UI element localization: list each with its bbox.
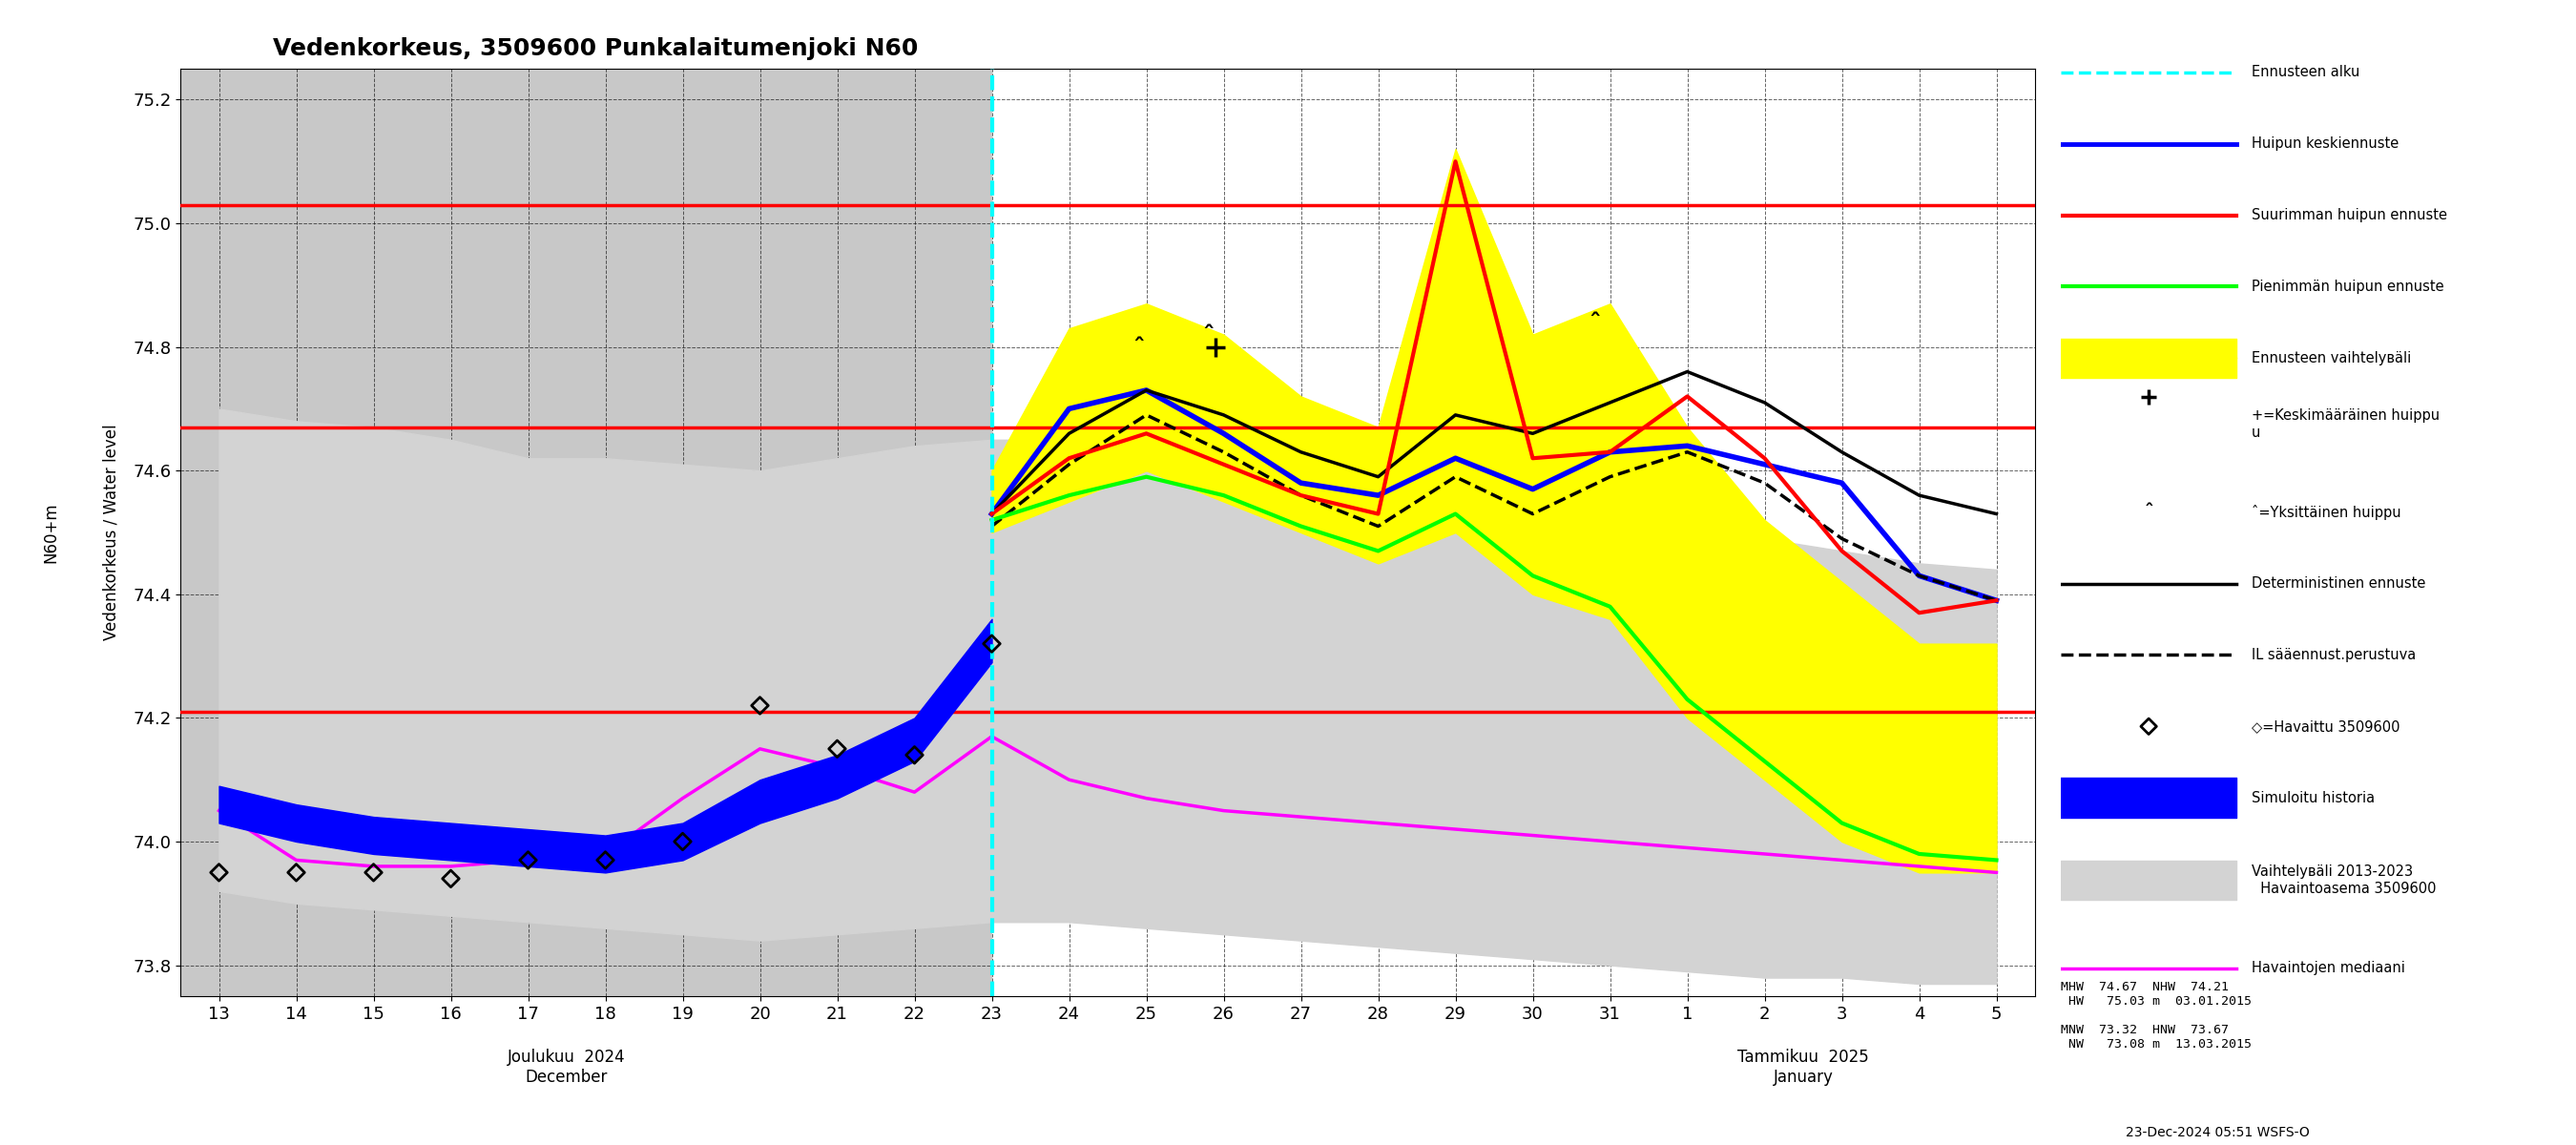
Point: [817, 740, 858, 758]
Text: Tammikuu  2025
January: Tammikuu 2025 January: [1736, 1049, 1870, 1085]
Y-axis label: N60+m


Vedenkorkeus / Water level: N60+m Vedenkorkeus / Water level: [44, 425, 118, 640]
Text: Havaintojen mediaani: Havaintojen mediaani: [2251, 961, 2406, 976]
Text: Deterministinen ennuste: Deterministinen ennuste: [2251, 576, 2427, 591]
Point: [739, 696, 781, 714]
Point: [198, 863, 240, 882]
Point: [276, 863, 317, 882]
Bar: [992, 69, 2035, 996]
Text: Suurimman huipun ennuste: Suurimman huipun ennuste: [2251, 208, 2447, 222]
Text: Ennusteen alku: Ennusteen alku: [2251, 65, 2360, 79]
Text: Simuloitu historia: Simuloitu historia: [2251, 791, 2375, 805]
Text: Joulukuu  2024
December: Joulukuu 2024 December: [507, 1049, 626, 1085]
Text: IL sääennust.perustuva: IL sääennust.perustuva: [2251, 648, 2416, 662]
Text: ˆ: ˆ: [1203, 324, 1213, 347]
Point: [2128, 717, 2169, 735]
Point: [430, 869, 471, 887]
Text: ˆ=Yksittäinen huippu: ˆ=Yksittäinen huippu: [2251, 505, 2401, 520]
Text: Vedenkorkeus, 3509600 Punkalaitumenjoki N60: Vedenkorkeus, 3509600 Punkalaitumenjoki …: [273, 38, 920, 61]
Text: MHW  74.67  NHW  74.21
 HW   75.03 m  03.01.2015

MNW  73.32  HNW  73.67
 NW   7: MHW 74.67 NHW 74.21 HW 75.03 m 03.01.201…: [2061, 981, 2251, 1051]
Point: [662, 832, 703, 851]
Point: [585, 851, 626, 869]
Text: ˆ: ˆ: [1589, 311, 1600, 334]
Text: 23-Dec-2024 05:51 WSFS-O: 23-Dec-2024 05:51 WSFS-O: [2125, 1126, 2308, 1139]
Text: Huipun keskiennuste: Huipun keskiennuste: [2251, 136, 2398, 151]
Point: [507, 851, 549, 869]
Point: [894, 745, 935, 764]
Point: [971, 634, 1012, 653]
Text: ◇=Havaittu 3509600: ◇=Havaittu 3509600: [2251, 719, 2401, 734]
Text: Pienimmän huipun ennuste: Pienimmän huipun ennuste: [2251, 279, 2445, 294]
Text: ˆ: ˆ: [2143, 503, 2154, 521]
Text: Ennusteen vaihtelувäli: Ennusteen vaihtelувäli: [2251, 352, 2411, 365]
Text: ˆ: ˆ: [1133, 337, 1144, 360]
Text: Vaihtelувäli 2013-2023
  Havaintoasema 3509600: Vaihtelувäli 2013-2023 Havaintoasema 350…: [2251, 864, 2437, 895]
Point: [353, 863, 394, 882]
Text: +=Keskimääräinen huippu
u: +=Keskimääräinen huippu u: [2251, 409, 2439, 440]
